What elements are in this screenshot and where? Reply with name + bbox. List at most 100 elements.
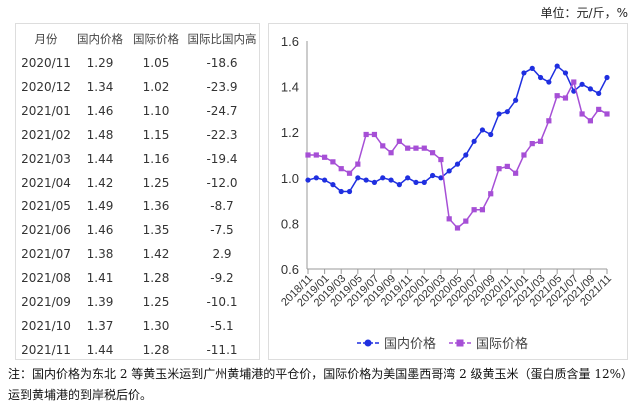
unit-label: 单位：元/斤，% (540, 6, 628, 20)
data-point (429, 150, 436, 156)
cell: 国际比国内高 (187, 32, 257, 46)
data-point (537, 138, 544, 144)
cell: -8.7 (210, 199, 234, 214)
cell: 2021/02 (21, 127, 71, 142)
data-point (429, 172, 436, 179)
legend-label: 国内价格 (384, 336, 436, 352)
series-line (307, 64, 608, 193)
data-point (438, 156, 444, 163)
cell: 1.16 (142, 151, 170, 166)
data-point (446, 168, 452, 174)
data-point (496, 111, 502, 117)
data-point (488, 131, 494, 138)
data-point (405, 175, 411, 181)
data-point (346, 170, 353, 176)
cell: 1.39 (86, 295, 114, 309)
data-point (413, 179, 419, 185)
legend-label: 国际价格 (476, 336, 528, 352)
data-point (587, 118, 593, 124)
data-point (554, 63, 560, 69)
y-tick-label: 0.6 (281, 262, 299, 277)
cell: 2021/07 (21, 247, 71, 262)
cell: 1.36 (142, 199, 170, 214)
data-point (496, 166, 502, 172)
data-point (521, 70, 527, 76)
data-point (513, 170, 519, 176)
y-tick-label: 1.2 (281, 125, 299, 140)
data-point (380, 175, 386, 181)
cell: 2021/05 (21, 199, 71, 214)
y-tick-label: 1.0 (281, 171, 299, 186)
data-point (471, 138, 477, 144)
cell: 1.44 (86, 151, 114, 166)
cell: 国内价格 (77, 32, 123, 46)
cell: 1.05 (142, 56, 170, 70)
data-point (363, 177, 369, 183)
cell: 1.42 (142, 247, 170, 262)
table-row: 2021/04 1.42 1.25 -12.0 (16, 171, 259, 195)
data-point (421, 179, 427, 185)
cell: -24.7 (206, 103, 238, 118)
cell: -5.1 (210, 318, 234, 333)
data-point (504, 163, 510, 169)
data-point (438, 175, 444, 181)
line-chart: 0.60.81.01.21.41.62018/112019/012019/032… (279, 34, 614, 352)
cell: 2.9 (212, 247, 232, 262)
cell: 1.48 (86, 127, 114, 142)
data-point (371, 179, 378, 185)
table-row: 2021/07 1.38 1.42 2.9 (16, 242, 259, 266)
data-point (596, 90, 602, 97)
data-point (546, 79, 552, 85)
data-point (363, 131, 369, 138)
data-point (396, 182, 402, 188)
data-point (421, 145, 427, 151)
table-row: 2021/01 1.46 1.10 -24.7 (16, 99, 259, 123)
price-table: 月份 国内价格 国际价格 国际比国内高 2020/11 1.29 1.05 -18.6 2020… (15, 23, 260, 360)
data-point (471, 207, 477, 213)
cell: 1.28 (142, 271, 170, 286)
chart-panel: 0.6 0.8 1.0 1.2 1.4 1.6 2018/11 2019/01 2019/03 2… (268, 23, 628, 360)
cell: 1.29 (86, 56, 114, 70)
legend-marker (364, 339, 372, 347)
cell: 1.35 (142, 223, 170, 238)
data-point (488, 191, 494, 197)
data-point (322, 177, 328, 183)
cell: 2021/08 (21, 271, 71, 286)
cell: 1.30 (142, 318, 170, 333)
data-point (396, 138, 402, 144)
cell: 2021/03 (21, 151, 71, 166)
cell: 1.46 (86, 103, 114, 118)
cell: 2021/01 (21, 103, 71, 118)
cell: -22.3 (206, 127, 238, 142)
data-point (313, 152, 319, 158)
data-point (305, 177, 311, 183)
data-point (388, 177, 394, 183)
series-line (308, 79, 608, 229)
data-point (529, 65, 535, 71)
data-point (371, 131, 378, 138)
data-point (513, 97, 519, 103)
cell: 1.10 (142, 103, 170, 118)
cell: 2021/09 (21, 295, 71, 309)
cell: 1.41 (86, 271, 114, 286)
cell: -9.2 (210, 271, 234, 286)
y-tick-label: 0.8 (281, 216, 299, 231)
data-point (355, 175, 361, 181)
data-point (587, 86, 593, 92)
data-point (388, 150, 394, 156)
cell: 1.25 (142, 295, 170, 309)
cell: 1.34 (86, 79, 114, 94)
cell: 2021/06 (21, 223, 71, 238)
cell: 2021/11 (21, 342, 71, 357)
data-point (546, 118, 552, 124)
table-row: 2021/11 1.44 1.28 -11.1 (16, 338, 259, 362)
data-point (405, 145, 411, 151)
table-row: 2020/11 1.29 1.05 -18.6 (16, 51, 259, 75)
cell: -10.1 (206, 295, 238, 309)
cell: -19.4 (206, 151, 238, 166)
cell: 1.02 (142, 79, 170, 94)
data-point (521, 152, 527, 158)
cell: -11.1 (206, 342, 238, 357)
y-tick-label: 1.6 (281, 34, 299, 49)
data-point (479, 207, 486, 213)
